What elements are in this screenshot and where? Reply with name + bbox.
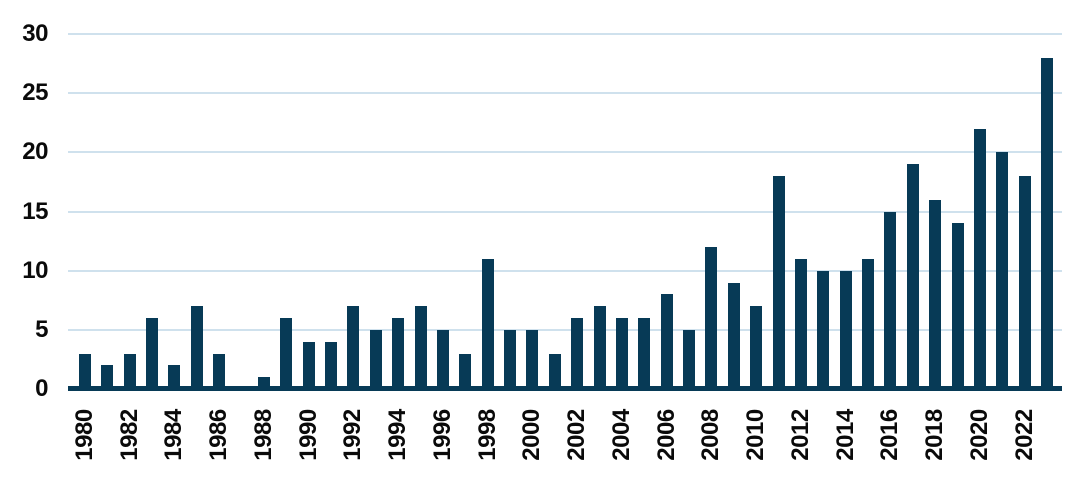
bar-2020	[973, 128, 986, 391]
y-tick-label-25: 25	[22, 79, 48, 107]
bar-1993	[369, 329, 382, 391]
bar-1994	[392, 318, 405, 391]
bar-2018	[929, 199, 942, 391]
gridline-25	[68, 92, 1062, 95]
bar-2023	[1040, 57, 1053, 391]
y-tick-label-10: 10	[22, 256, 48, 284]
bar-1986	[213, 353, 226, 391]
x-tick-label-2002: 2002	[563, 409, 591, 461]
gridline-15	[68, 210, 1062, 213]
gridline-20	[68, 151, 1062, 154]
bar-1990	[302, 341, 315, 391]
y-tick-label-20: 20	[22, 138, 48, 166]
x-tick-label-2014: 2014	[831, 409, 859, 461]
bar-2022	[1018, 176, 1031, 391]
bar-1983	[146, 318, 159, 391]
bar-2021	[996, 152, 1009, 391]
bar-2010	[750, 306, 763, 391]
x-tick-label-1982: 1982	[115, 409, 143, 461]
bar-1999	[504, 329, 517, 391]
bar-2011	[772, 176, 785, 391]
gridline-10	[68, 269, 1062, 272]
bar-1998	[481, 258, 494, 391]
x-tick-label-2004: 2004	[607, 409, 635, 461]
bar-1997	[459, 353, 472, 391]
bar-1992	[347, 306, 360, 391]
bar-2017	[906, 164, 919, 391]
bar-2004	[615, 318, 628, 391]
bar-2015	[862, 258, 875, 391]
x-tick-label-1990: 1990	[294, 409, 322, 461]
y-tick-label-30: 30	[22, 20, 48, 47]
bar-1981	[101, 365, 114, 391]
bar-1989	[280, 318, 293, 391]
bar-1982	[123, 353, 136, 391]
bar-2009	[727, 282, 740, 391]
x-tick-label-1984: 1984	[160, 409, 188, 461]
x-axis-line	[68, 386, 1062, 391]
gridline-30	[68, 33, 1062, 35]
bar-2008	[705, 247, 718, 391]
bar-1984	[168, 365, 181, 391]
x-tick-label-1988: 1988	[249, 409, 277, 461]
gridline-5	[68, 328, 1062, 331]
bar-2007	[683, 329, 696, 391]
x-tick-label-1980: 1980	[71, 409, 98, 461]
bar-2014	[839, 270, 852, 391]
y-tick-label-0: 0	[35, 375, 48, 402]
x-tick-label-1986: 1986	[205, 409, 233, 461]
bar-2006	[660, 294, 673, 391]
x-tick-label-2020: 2020	[965, 409, 993, 461]
bar-1991	[325, 341, 338, 391]
y-tick-label-5: 5	[35, 315, 48, 343]
bar-2001	[548, 353, 561, 391]
bar-1980	[79, 353, 91, 391]
x-tick-label-1992: 1992	[339, 409, 367, 461]
bar-2012	[794, 258, 807, 391]
x-tick-label-2010: 2010	[742, 409, 770, 461]
x-tick-label-2022: 2022	[1010, 409, 1038, 461]
y-tick-label-15: 15	[22, 197, 48, 225]
bar-2002	[571, 318, 584, 391]
x-tick-label-1996: 1996	[428, 409, 456, 461]
bar-2003	[593, 306, 606, 391]
bar-2016	[884, 211, 897, 391]
x-tick-label-2000: 2000	[518, 409, 546, 461]
x-tick-label-2008: 2008	[697, 409, 725, 461]
bar-2000	[526, 329, 539, 391]
bar-2019	[951, 223, 964, 391]
bar-2005	[638, 318, 651, 391]
x-tick-label-2006: 2006	[652, 409, 680, 461]
bar-2013	[817, 270, 830, 391]
x-tick-label-1994: 1994	[384, 409, 412, 461]
bar-1996	[436, 329, 449, 391]
x-tick-label-2018: 2018	[921, 409, 949, 461]
bar-1985	[190, 306, 203, 391]
x-tick-label-1998: 1998	[473, 409, 501, 461]
x-tick-label-2016: 2016	[876, 409, 904, 461]
x-tick-label-2012: 2012	[786, 409, 814, 461]
bar-1995	[414, 306, 427, 391]
